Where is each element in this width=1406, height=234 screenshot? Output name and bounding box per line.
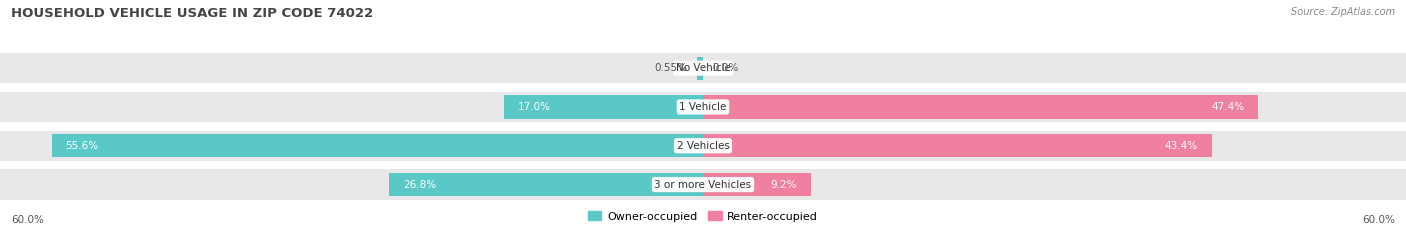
- Bar: [0, 169, 703, 200]
- Bar: [703, 131, 1406, 161]
- Bar: [703, 173, 811, 196]
- Bar: [696, 56, 703, 80]
- Bar: [703, 53, 1406, 83]
- Bar: [0, 92, 703, 122]
- Text: 60.0%: 60.0%: [11, 215, 44, 225]
- Bar: [52, 134, 703, 157]
- Bar: [389, 173, 703, 196]
- Text: 9.2%: 9.2%: [770, 179, 797, 190]
- Text: No Vehicle: No Vehicle: [675, 63, 731, 73]
- Bar: [703, 134, 1212, 157]
- Bar: [0, 131, 703, 161]
- Text: 3 or more Vehicles: 3 or more Vehicles: [654, 179, 752, 190]
- Text: 2 Vehicles: 2 Vehicles: [676, 141, 730, 151]
- Text: Source: ZipAtlas.com: Source: ZipAtlas.com: [1291, 7, 1395, 17]
- Bar: [703, 169, 1406, 200]
- Text: 1 Vehicle: 1 Vehicle: [679, 102, 727, 112]
- Bar: [0, 53, 703, 83]
- Text: 60.0%: 60.0%: [1362, 215, 1395, 225]
- Legend: Owner-occupied, Renter-occupied: Owner-occupied, Renter-occupied: [583, 207, 823, 226]
- Text: 0.0%: 0.0%: [713, 63, 738, 73]
- Bar: [703, 95, 1258, 119]
- Text: 17.0%: 17.0%: [517, 102, 551, 112]
- Text: 47.4%: 47.4%: [1211, 102, 1244, 112]
- Text: 26.8%: 26.8%: [404, 179, 436, 190]
- Text: 55.6%: 55.6%: [66, 141, 98, 151]
- Text: 0.55%: 0.55%: [654, 63, 688, 73]
- Bar: [503, 95, 703, 119]
- Bar: [703, 92, 1406, 122]
- Text: HOUSEHOLD VEHICLE USAGE IN ZIP CODE 74022: HOUSEHOLD VEHICLE USAGE IN ZIP CODE 7402…: [11, 7, 374, 20]
- Text: 43.4%: 43.4%: [1164, 141, 1198, 151]
